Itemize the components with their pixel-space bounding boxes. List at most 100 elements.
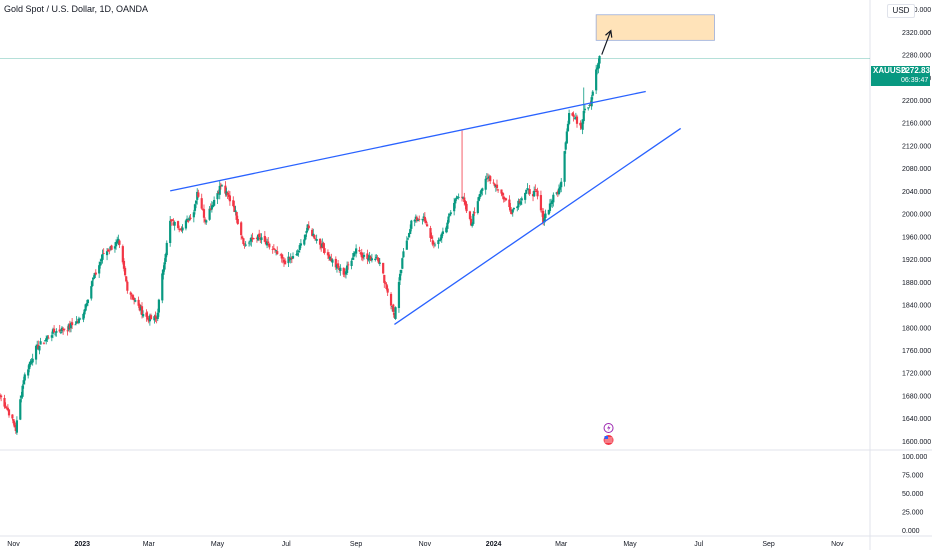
candle [71, 317, 74, 329]
price-tick-label: 2120.000 [902, 143, 931, 150]
candle [172, 218, 175, 226]
candle-body [306, 224, 309, 231]
candle-body [36, 344, 39, 347]
candle-body [251, 237, 254, 240]
candle-body [551, 200, 554, 204]
candle-body [318, 238, 322, 245]
candle-body [383, 274, 386, 283]
candle [11, 414, 14, 421]
candle-body [210, 205, 213, 210]
candle [99, 258, 102, 269]
candle [401, 257, 404, 270]
candle [369, 255, 372, 261]
candle [258, 229, 261, 241]
price-tick-label: 1680.000 [902, 393, 931, 400]
candle [441, 227, 444, 237]
candle [169, 215, 172, 247]
candle-body [563, 151, 566, 182]
candle [456, 196, 459, 200]
candle-body [100, 259, 103, 262]
candle-body [147, 318, 150, 322]
lightning-event-icon [603, 423, 614, 433]
candle-body [279, 254, 282, 256]
price-tick-label: 2000.000 [902, 212, 931, 219]
candle-body [243, 243, 246, 245]
candle [327, 252, 331, 262]
candle [358, 246, 361, 253]
candle [462, 196, 465, 200]
candle [260, 233, 263, 244]
candle-body [581, 119, 584, 130]
candle [154, 311, 157, 322]
candle-body [473, 212, 476, 214]
candle [185, 215, 189, 223]
candle-body [352, 252, 355, 257]
time-tick-label: Sep [762, 541, 775, 548]
candle [43, 340, 47, 342]
candle [6, 404, 9, 412]
candle-body [139, 307, 142, 311]
candle-body [250, 237, 253, 242]
candle-body [37, 344, 40, 350]
candle-body [359, 252, 362, 254]
candle [94, 269, 97, 276]
candle [445, 225, 448, 234]
candle-body [23, 374, 26, 381]
currency-button[interactable]: USD [887, 4, 915, 18]
candle [23, 372, 26, 385]
candle-body [181, 227, 184, 231]
candle-body [92, 277, 95, 280]
candle-body [180, 228, 183, 231]
candle-body [117, 238, 120, 242]
candle [281, 254, 284, 264]
candle-body [45, 338, 48, 342]
candle [50, 331, 53, 342]
candle-body [478, 193, 482, 198]
candle-body [376, 258, 379, 260]
candle [430, 232, 433, 240]
candle-body [414, 216, 417, 220]
candle-body [140, 306, 144, 316]
candle-body [193, 204, 197, 211]
candle-body [264, 240, 268, 245]
candle [487, 174, 491, 182]
last-price-badge: XAUUSD 2272.830 06:39:47 [871, 66, 932, 86]
candle-body [345, 265, 349, 273]
candle-body [271, 249, 274, 250]
candle [391, 305, 394, 312]
candle [468, 210, 472, 221]
candle-body [155, 317, 158, 319]
candle-body [259, 237, 262, 240]
candle-body [358, 249, 361, 252]
candle-body [495, 184, 499, 188]
candle [344, 267, 348, 279]
candle-body [424, 220, 428, 224]
candle-body [197, 192, 200, 197]
candle-body [583, 108, 586, 111]
candle [196, 188, 199, 205]
candle [129, 291, 132, 300]
time-tick-label: Jul [694, 541, 703, 548]
candle [7, 409, 11, 418]
candle-body [468, 211, 472, 219]
candle [534, 184, 537, 193]
candle-body [386, 288, 389, 293]
candle-body [107, 249, 110, 252]
candle [382, 262, 385, 275]
candle-body [520, 198, 523, 201]
volume-tick-label: 100.000 [902, 454, 927, 461]
candle [352, 251, 355, 260]
candle [164, 252, 167, 265]
candle-body [52, 328, 56, 333]
candle [288, 256, 291, 262]
candle [518, 199, 521, 204]
price-tick-label: 1640.000 [902, 416, 931, 423]
candle-body [228, 195, 231, 202]
candle-body [590, 97, 593, 107]
candle-body [213, 199, 216, 206]
candle [93, 272, 96, 279]
candle-body [477, 196, 481, 201]
candle [209, 203, 212, 211]
